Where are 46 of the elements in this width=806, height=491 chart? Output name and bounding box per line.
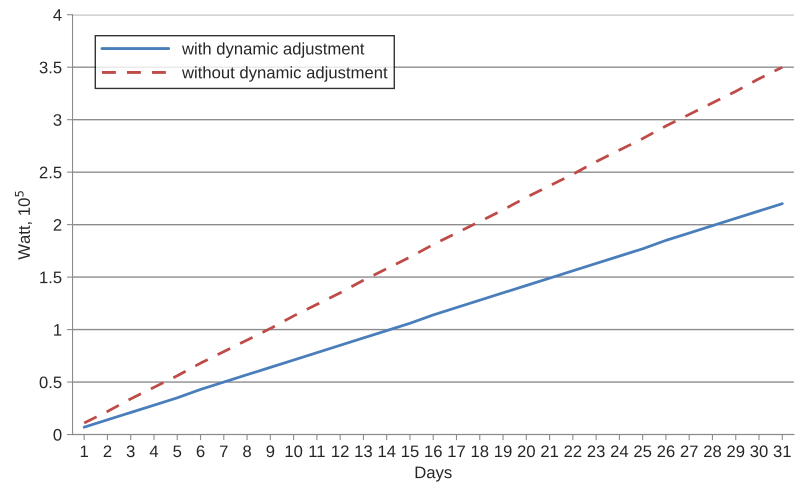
x-tick-label: 27 <box>680 445 698 458</box>
x-tick-label: 13 <box>355 445 372 458</box>
y-tick-label: 0.5 <box>40 376 62 388</box>
y-tick-label: 0 <box>54 428 62 441</box>
line-series <box>82 66 784 424</box>
x-tick-label: 14 <box>378 446 396 458</box>
x-tick-label: 12 <box>332 445 349 458</box>
x-tick-label: 20 <box>518 445 535 458</box>
x-tick-label: 29 <box>727 445 744 458</box>
x-tick-label: 8 <box>243 445 251 458</box>
x-tick-label: 1 <box>80 446 88 458</box>
x-tick-label: 15 <box>402 446 419 458</box>
x-tick-label: 25 <box>634 445 652 458</box>
x-tick-label: 11 <box>309 446 325 458</box>
x-tick-label: 7 <box>220 446 228 458</box>
x-tick-label: 23 <box>588 445 605 458</box>
x-tick-label: 21 <box>541 445 558 458</box>
y-tick-label: 2.5 <box>40 166 62 178</box>
x-tick-label: 6 <box>196 445 204 458</box>
y-tick-label: 3.5 <box>40 62 62 74</box>
x-tick-label: 31 <box>774 445 791 458</box>
y-tick-label: 1.5 <box>40 272 62 284</box>
x-tick-label: 19 <box>495 445 512 458</box>
y-axis-title: Watt, 10$^{5}$ <box>14 191 32 260</box>
y-tick-label: 4 <box>53 9 62 21</box>
x-tick-label: 18 <box>472 445 488 458</box>
x-tick-label: 17 <box>448 446 465 458</box>
x-tick-label: 24 <box>610 445 628 458</box>
x-tick-label: 4 <box>150 446 158 458</box>
line-series <box>82 202 784 429</box>
x-tick-label: 2 <box>104 445 112 458</box>
x-tick-label: 28 <box>704 445 722 458</box>
x-tick-label: 16 <box>425 445 442 458</box>
legend-label: without dynamic adjustment <box>182 66 388 82</box>
y-tick-label: 1 <box>54 324 62 336</box>
x-axis-title: Days <box>416 466 452 482</box>
y-tick-label: 2 <box>54 219 62 231</box>
x-tick-label: 26 <box>657 445 674 458</box>
y-tick-label: 3 <box>53 114 62 126</box>
legend-label: with dynamic adjustment <box>182 42 364 58</box>
x-tick-label: 10 <box>286 445 302 458</box>
x-tick-label: 3 <box>126 445 135 458</box>
x-tick-label: 5 <box>173 446 182 458</box>
x-tick-label: 30 <box>750 445 768 458</box>
x-tick-label: 9 <box>266 445 274 458</box>
x-tick-label: 22 <box>564 445 582 458</box>
